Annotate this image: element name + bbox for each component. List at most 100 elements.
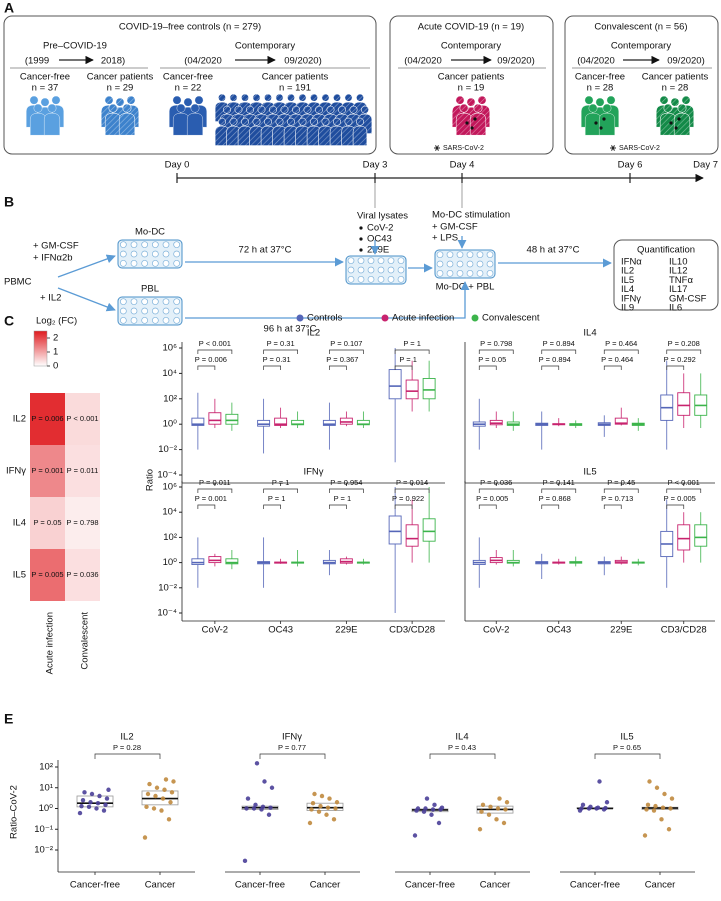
x-tick-label: Cancer-free	[235, 880, 285, 891]
well	[476, 269, 484, 277]
bracket	[329, 365, 347, 370]
x-tick-label: Cancer	[480, 880, 511, 891]
bracket	[666, 349, 702, 354]
well	[141, 316, 149, 324]
person-icon	[595, 97, 605, 107]
legend-label: Convalescent	[482, 313, 540, 324]
legend-marker	[471, 314, 479, 322]
point	[480, 802, 486, 808]
well	[162, 241, 170, 249]
point	[423, 806, 428, 811]
virus-dot	[674, 126, 678, 130]
person-icon	[183, 97, 193, 107]
well	[119, 316, 127, 324]
bracket	[197, 488, 233, 493]
person-icon	[234, 105, 243, 114]
well	[367, 266, 375, 274]
p-value: P = 0.45	[607, 478, 635, 487]
point	[80, 798, 86, 803]
well	[436, 260, 444, 268]
box-title: Convalescent (n = 56)	[594, 22, 687, 33]
point	[79, 803, 84, 809]
person-icon	[194, 95, 204, 105]
well	[387, 275, 395, 283]
person-icon	[30, 112, 46, 136]
person-icon	[333, 117, 341, 126]
person-icon	[466, 97, 476, 107]
well	[446, 269, 454, 277]
bracket	[394, 504, 413, 509]
well	[151, 250, 159, 258]
point	[334, 800, 340, 805]
well	[141, 298, 149, 306]
well	[357, 257, 365, 265]
lysate: CoV-2	[367, 223, 393, 234]
person-icon	[47, 103, 57, 113]
box	[191, 558, 205, 566]
asterisk	[611, 145, 615, 151]
box	[677, 524, 691, 551]
bracket	[259, 753, 326, 759]
p-value: P = 0.954	[330, 478, 362, 487]
y-tick-label: 10⁻²	[158, 444, 177, 455]
person-icon	[473, 103, 483, 113]
point	[644, 807, 649, 812]
well	[130, 307, 138, 315]
start-label: PBMC	[4, 277, 32, 288]
well	[456, 260, 464, 268]
box	[225, 558, 239, 565]
arrow	[57, 254, 116, 278]
well	[367, 257, 375, 265]
y-tick-label: 10⁴	[162, 368, 177, 379]
point	[103, 802, 108, 808]
well	[119, 250, 127, 258]
well	[397, 275, 405, 283]
x-tick-label: OC43	[268, 625, 293, 636]
cytokine: IL17	[669, 284, 688, 295]
person-icon	[275, 117, 284, 126]
legend-marker	[381, 314, 389, 322]
person-icon	[264, 117, 272, 126]
person-icon	[660, 112, 676, 136]
virus-dot	[602, 117, 606, 121]
box	[274, 417, 288, 426]
person-icon	[218, 93, 226, 102]
y-tick-label: 10⁰	[39, 803, 54, 814]
bracket	[263, 488, 298, 493]
cohort-box	[389, 15, 554, 155]
well	[151, 316, 159, 324]
note: SARS-CoV-2	[443, 145, 484, 152]
well	[347, 275, 355, 283]
p-value: P = 0.005	[476, 494, 508, 503]
heat-cell	[30, 497, 65, 549]
point	[245, 796, 251, 801]
p-value: P = 0.65	[613, 743, 641, 752]
person-icon	[122, 103, 132, 113]
well	[466, 269, 474, 277]
person-icon	[352, 125, 368, 146]
well	[130, 298, 138, 306]
point	[327, 796, 332, 801]
well	[357, 275, 365, 283]
p-value: P = 0.798	[480, 339, 512, 348]
person-icon	[298, 117, 307, 126]
point	[429, 812, 434, 817]
person-icon	[51, 95, 61, 105]
point	[266, 812, 272, 817]
point	[494, 817, 499, 822]
point	[660, 805, 666, 810]
cytokine: TNFα	[669, 275, 693, 286]
point	[144, 804, 149, 810]
x-tick-label: CD3/CD28	[389, 625, 435, 636]
point	[244, 806, 249, 811]
point	[497, 796, 502, 801]
arrow	[185, 281, 470, 319]
point	[488, 804, 493, 810]
point	[82, 790, 87, 795]
bracket	[329, 504, 347, 509]
bracket	[394, 365, 413, 370]
colorbar-label: 0	[53, 361, 58, 372]
cohort-box	[3, 15, 377, 155]
column-label: Acute infection	[45, 612, 56, 674]
point	[162, 787, 167, 792]
